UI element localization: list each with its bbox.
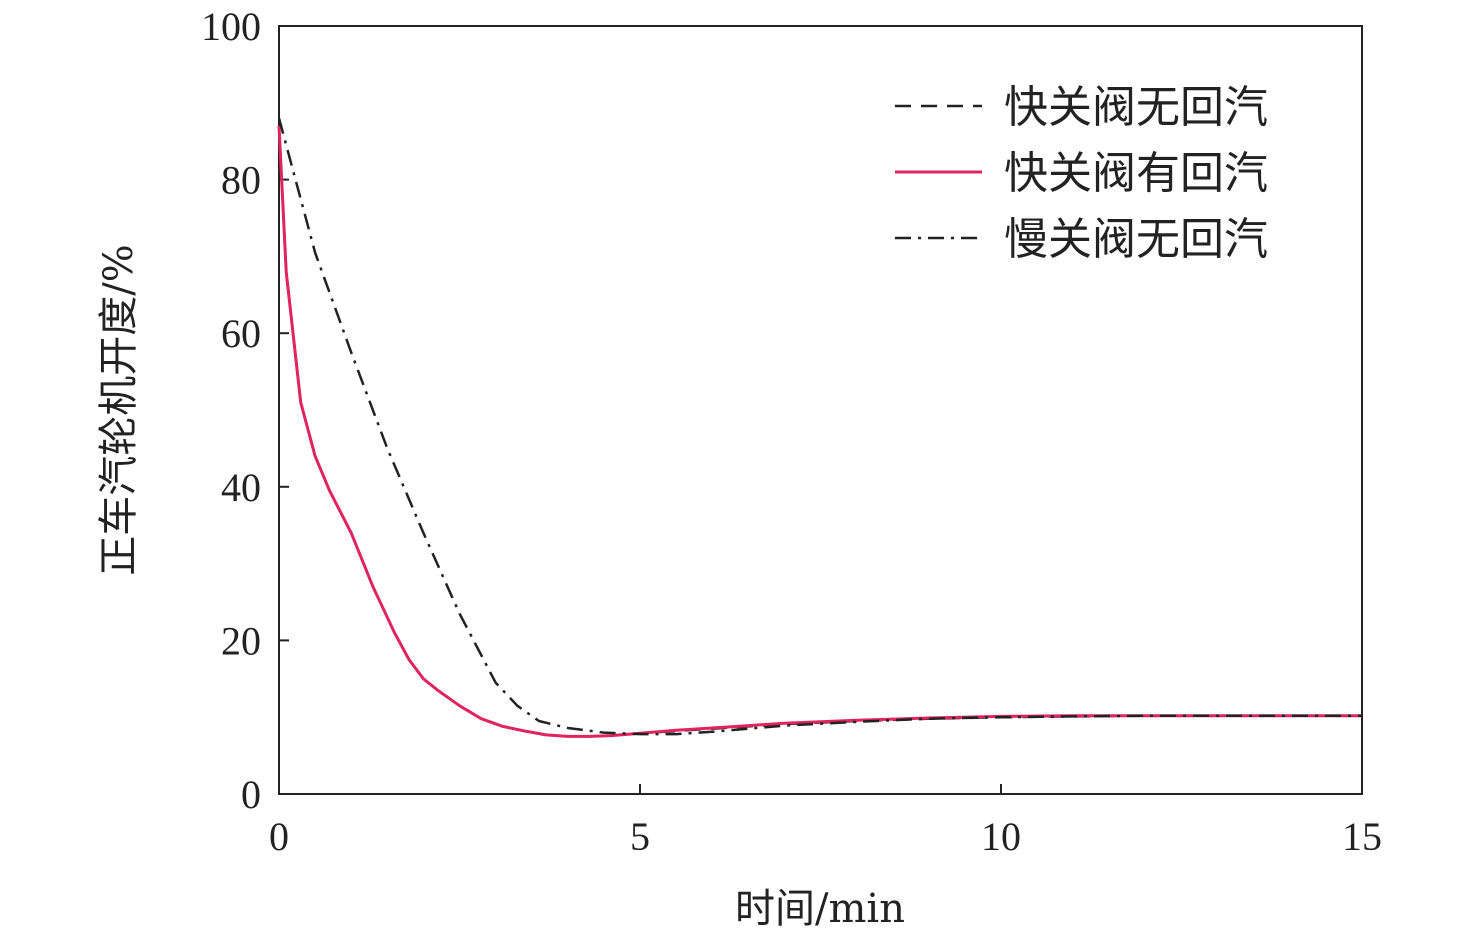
plot-area-frame xyxy=(278,25,1363,795)
legend-label-1: 快关阀无回汽 xyxy=(1004,82,1268,133)
legend-label-2: 快关阀有回汽 xyxy=(1004,148,1268,199)
x-tick-label: 0 xyxy=(269,814,289,859)
y-axis-label: 正车汽轮机开度/% xyxy=(96,244,142,575)
y-tick-label: 80 xyxy=(221,158,261,203)
x-axis-ticks: 0 5 10 15 xyxy=(269,784,1382,859)
x-axis-label: 时间/min xyxy=(735,886,905,932)
series-line-2 xyxy=(277,125,1362,738)
y-tick-label: 60 xyxy=(221,311,261,356)
series-layer xyxy=(277,117,1362,738)
y-tick-label: 0 xyxy=(241,772,261,817)
x-tick-label: 10 xyxy=(981,814,1021,859)
y-tick-label: 20 xyxy=(221,618,261,663)
x-tick-label: 15 xyxy=(1342,814,1382,859)
y-axis-ticks: 0 20 40 60 80 100 xyxy=(201,4,289,817)
y-tick-label: 40 xyxy=(221,465,261,510)
legend-label-3: 慢关阀无回汽 xyxy=(1004,214,1268,265)
series-line-3 xyxy=(277,117,1362,736)
y-tick-label: 100 xyxy=(201,4,261,49)
x-tick-label: 5 xyxy=(630,814,650,859)
